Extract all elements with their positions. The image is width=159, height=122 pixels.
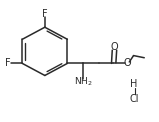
Text: F: F bbox=[5, 58, 11, 68]
Text: F: F bbox=[42, 9, 48, 19]
Text: O: O bbox=[111, 42, 118, 52]
Text: NH$_2$: NH$_2$ bbox=[74, 76, 92, 88]
Text: Cl: Cl bbox=[129, 94, 139, 104]
Text: H: H bbox=[130, 79, 138, 89]
Text: O: O bbox=[124, 58, 131, 68]
